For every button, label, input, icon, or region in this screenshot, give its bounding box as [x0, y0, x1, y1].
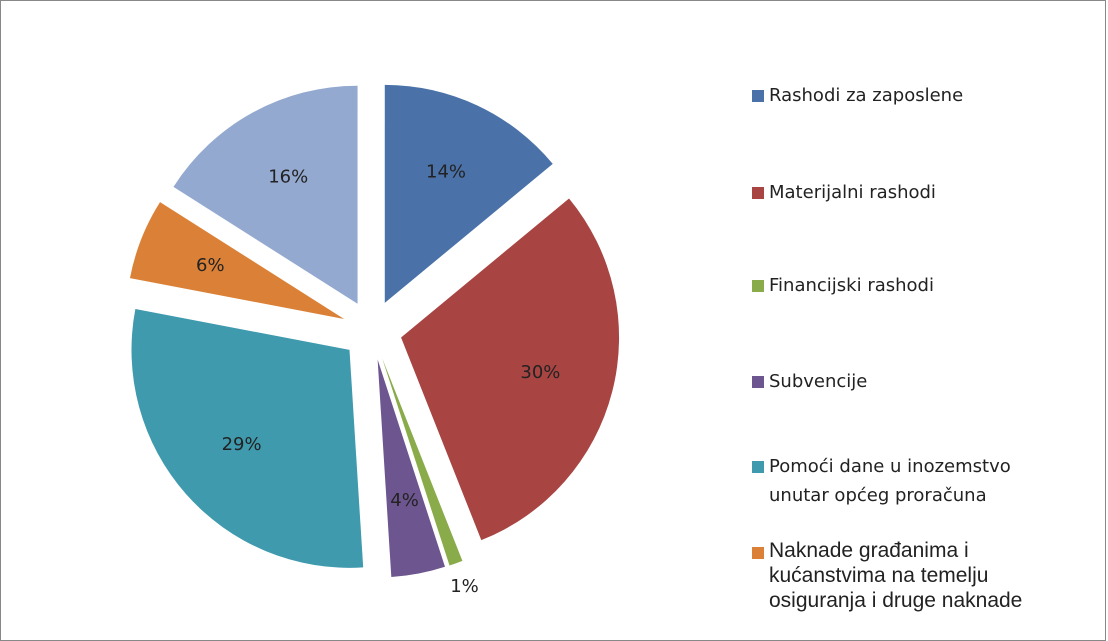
data-label: 4% [390, 490, 419, 511]
pie-slice [129, 202, 345, 319]
legend-entry: Rashodi za zaposlene [752, 81, 1099, 110]
pie-slice [382, 358, 463, 566]
pie-slice [377, 359, 445, 578]
legend-label: Subvencije [769, 371, 868, 392]
legend-entry: Pomoći dane u inozemstvo unutar općeg pr… [752, 452, 1014, 510]
legend-swatch [752, 547, 764, 559]
data-label: 14% [426, 162, 466, 183]
legend-swatch [752, 461, 764, 473]
data-label: 30% [520, 362, 560, 383]
pie-slice [173, 85, 358, 304]
legend-label: Naknade građanima i kućanstvima na temel… [769, 539, 1023, 612]
legend-swatch [752, 376, 764, 388]
data-label: 29% [222, 434, 262, 455]
data-label: 6% [196, 255, 225, 276]
legend-entry: Subvencije [752, 367, 1099, 396]
data-label: 16% [268, 167, 308, 188]
data-label: 1% [450, 576, 479, 597]
legend-entry: Materijalni rashodi [752, 178, 1099, 207]
pie-slice [384, 84, 553, 303]
legend-label: Materijalni rashodi [769, 182, 936, 203]
legend-swatch [752, 280, 764, 292]
pie-slice [401, 198, 620, 541]
legend-entry: Financijski rashodi [752, 271, 1099, 300]
legend-swatch [752, 187, 764, 199]
legend-label: Pomoći dane u inozemstvo unutar općeg pr… [769, 456, 1011, 506]
pie-slice [131, 308, 364, 568]
legend-label: Financijski rashodi [769, 275, 934, 296]
legend-entry: Naknade građanima i kućanstvima na temel… [752, 538, 1049, 613]
legend-label: Rashodi za zaposlene [769, 85, 964, 106]
legend-swatch [752, 90, 764, 102]
